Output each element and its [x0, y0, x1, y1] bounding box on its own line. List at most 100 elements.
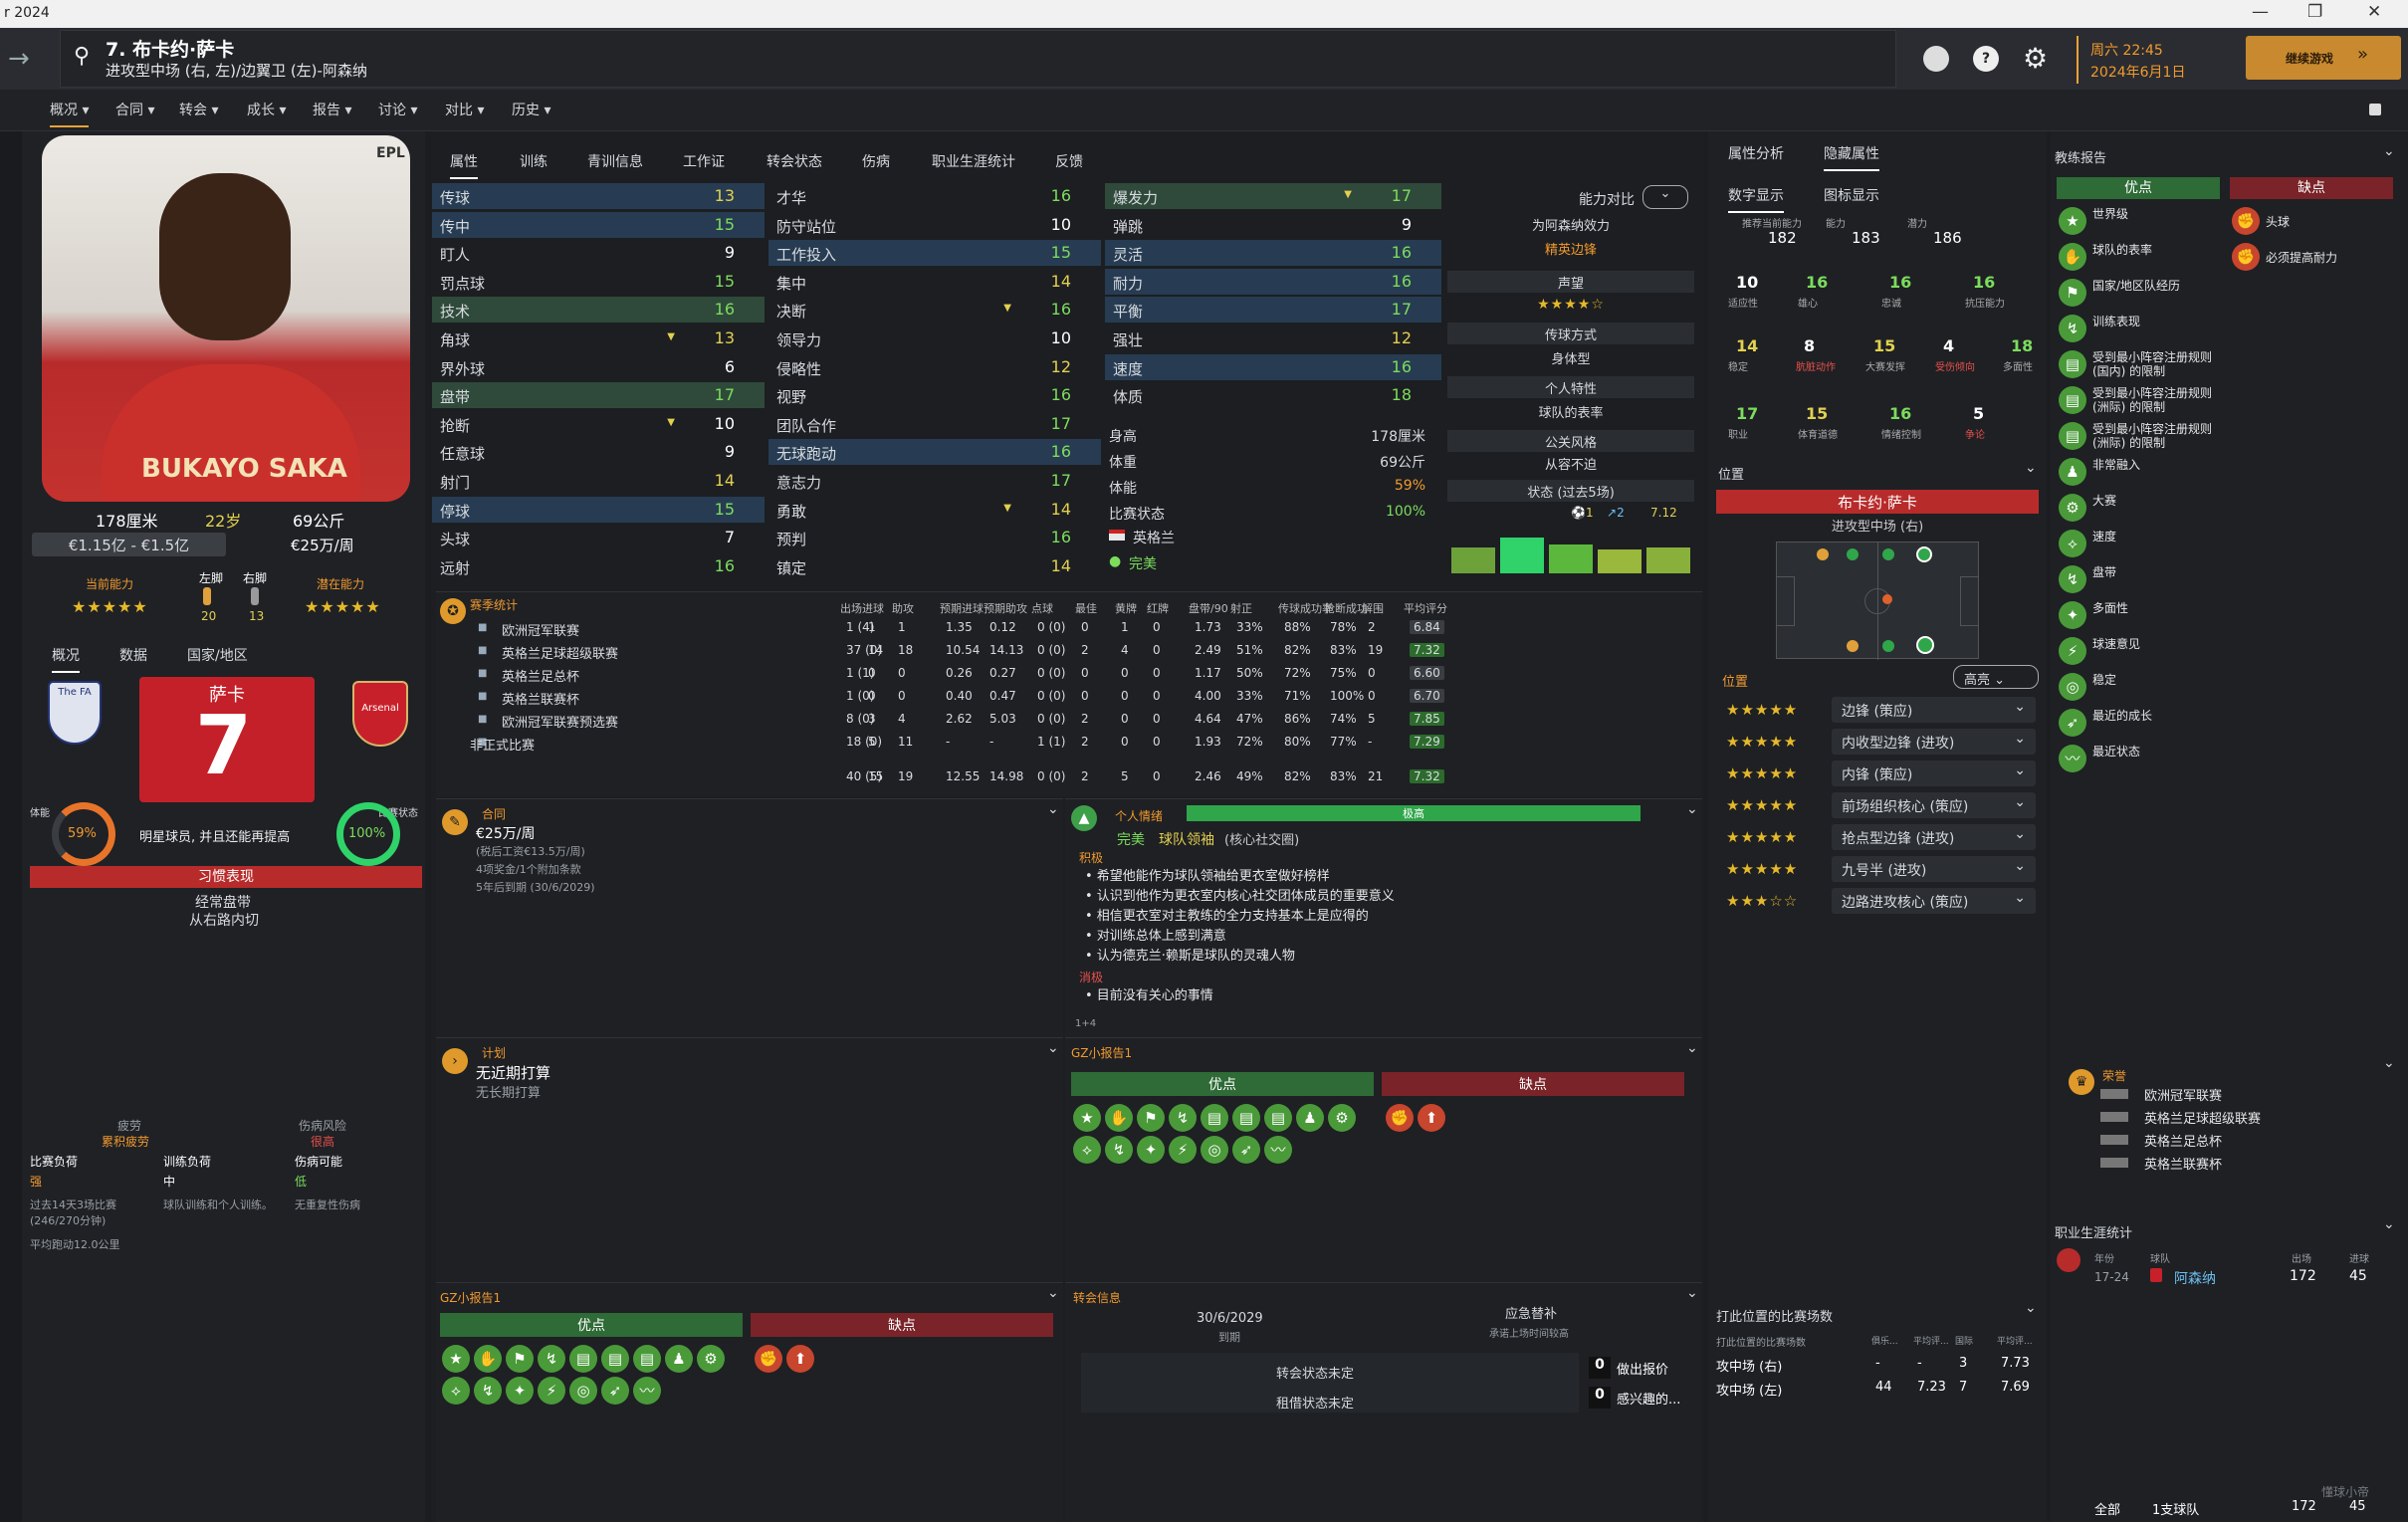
coach-pro-label: 最近状态 [2092, 745, 2141, 759]
career-club[interactable]: 阿森纳 [2174, 1271, 2216, 1287]
season-stats-title[interactable]: 赛季统计 [470, 598, 519, 612]
menu-development[interactable]: 成长 ▾ [247, 103, 287, 118]
menu-reports[interactable]: 报告 ▾ [313, 103, 352, 118]
plan-collapse-icon[interactable]: ⌄ [1047, 1040, 1059, 1056]
continue-button[interactable]: 继续游戏 » [2246, 36, 2401, 80]
numeric-view-tab[interactable]: 数字显示 [1728, 185, 1784, 213]
honours-collapse-icon[interactable]: ⌄ [2383, 1055, 2395, 1071]
coach-pro-label: 受到最小阵容注册规则 (洲际) 的限制 [2092, 386, 2213, 414]
transfer-info-title[interactable]: 转会信息 [1073, 1291, 1122, 1305]
position-collapse-icon[interactable]: ⌄ [2025, 460, 2037, 476]
attribute-value: 16 [1391, 271, 1412, 291]
tab-transfer-status[interactable]: 转会状态 [766, 154, 822, 170]
menu-contract[interactable]: 合同 ▾ [115, 103, 155, 118]
attribute-row: 视野 16 [768, 382, 1101, 408]
gz-report-title-bottom[interactable]: GZ小报告1 [440, 1291, 502, 1305]
plan-title[interactable]: 计划 [482, 1046, 507, 1060]
coach-pro-icon: ✋ [2059, 243, 2086, 271]
career-collapse-icon[interactable]: ⌄ [2383, 1216, 2395, 1232]
gz-report-title-mid[interactable]: GZ小报告1 [1071, 1046, 1133, 1060]
globe-icon[interactable] [1923, 46, 1949, 72]
attribute-row: 意志力 17 [768, 468, 1101, 494]
competition-icon: ■ [478, 691, 488, 702]
transfer-collapse-icon[interactable]: ⌄ [1686, 1285, 1698, 1301]
menu-overview[interactable]: 概况 ▾ [50, 100, 90, 127]
role-list: ★★★★★ 边锋 (策应) ⌄ ★★★★★ 内收型边锋 (进攻) ⌄ ★★★★★ 内锋 (策应… [1716, 697, 2039, 920]
coach-pro-item: ✋ 球队的表率 [2055, 241, 2230, 275]
contract-title[interactable]: 合同 [482, 807, 507, 821]
pos-matches-cell: 7 [1959, 1380, 1968, 1395]
coach-pros-list: ★ 世界级 ✋ 球队的表率 ⚑ 国家/地区队经历 ↯ 训练表现 ▤ 受到最小阵容注册规则 (国内)… [2055, 205, 2230, 782]
competition-name[interactable]: 非正式比赛 [470, 739, 536, 754]
attribute-value: 10 [714, 413, 735, 433]
tab-career-stats[interactable]: 职业生涯统计 [932, 154, 1015, 170]
competition-name[interactable]: 欧洲冠军联赛预选赛 [502, 716, 619, 731]
attribute-name: 角球 [440, 331, 471, 349]
role-select[interactable]: 内锋 (策应) ⌄ [1832, 761, 2036, 786]
menu-history[interactable]: 历史 ▾ [512, 103, 551, 118]
physical-info: 身高 178厘米 体重 69公斤 体能 59% 比赛状态 100% 英格兰 ● … [1107, 418, 1435, 577]
hidden-attr-tab[interactable]: 隐藏属性 [1824, 143, 1879, 171]
competition-name[interactable]: 欧洲冠军联赛 [502, 624, 580, 639]
back-arrow-icon[interactable]: → [8, 44, 30, 74]
pos-matches-collapse-icon[interactable]: ⌄ [2025, 1300, 2037, 1316]
role-select[interactable]: 前场组织核心 (策应) ⌄ [1832, 792, 2036, 818]
profile-tab-overview[interactable]: 概况 [52, 645, 80, 673]
shirt-card: 萨卡 7 [139, 677, 315, 802]
gz-collapse-icon-mid[interactable]: ⌄ [1686, 1040, 1698, 1056]
competition-name[interactable]: 英格兰联赛杯 [502, 693, 580, 708]
stats-cell: 0 [1153, 735, 1161, 749]
role-select[interactable]: 边锋 (策应) ⌄ [1832, 697, 2036, 723]
menu-transfer[interactable]: 转会 ▾ [179, 103, 219, 118]
profile-tab-nation[interactable]: 国家/地区 [187, 648, 248, 664]
personal-title[interactable]: 个人情绪 [1115, 809, 1164, 823]
lock-icon[interactable] [2369, 104, 2381, 115]
player-search-box[interactable] [60, 30, 1896, 88]
maximize-button[interactable]: ❐ [2307, 2, 2323, 22]
stats-cell: 1 (4) [846, 620, 875, 634]
pitch-dot [1882, 548, 1894, 560]
role-select[interactable]: 九号半 (进攻) ⌄ [1832, 856, 2036, 882]
gz-collapse-icon-bottom[interactable]: ⌄ [1047, 1285, 1059, 1301]
profile-tab-data[interactable]: 数据 [119, 648, 147, 664]
efficacy-label: 为阿森纳效力 [1531, 219, 1610, 234]
icon-view-tab[interactable]: 图标显示 [1824, 188, 1879, 204]
player-value: €1.15亿 - €1.5亿 [32, 533, 226, 556]
role-select[interactable]: 边路进攻核心 (策应) ⌄ [1832, 888, 2036, 914]
tab-training[interactable]: 训练 [520, 154, 547, 170]
more-items[interactable]: 1+4 [1075, 1018, 1097, 1029]
stats-cell: 1 [898, 620, 906, 634]
attr-analysis-tab[interactable]: 属性分析 [1728, 146, 1784, 162]
competition-name[interactable]: 英格兰足球超级联赛 [502, 647, 619, 662]
contract-collapse-icon[interactable]: ⌄ [1047, 801, 1059, 817]
tab-youth[interactable]: 青训信息 [587, 154, 643, 170]
help-icon[interactable]: ? [1973, 46, 1999, 72]
attribute-value: 7 [724, 528, 735, 547]
attribute-row: 任意球 9 [432, 439, 765, 465]
attribute-name: 盯人 [440, 246, 471, 265]
search-icon[interactable]: ⚲ [74, 44, 91, 69]
tab-injuries[interactable]: 伤病 [862, 154, 890, 170]
role-select[interactable]: 抢点型边锋 (进攻) ⌄ [1832, 824, 2036, 850]
menu-discussion[interactable]: 讨论 ▾ [378, 103, 418, 118]
competition-name[interactable]: 英格兰足总杯 [502, 670, 580, 685]
attribute-name: 决断 [776, 303, 807, 322]
tab-work-permit[interactable]: 工作证 [683, 154, 725, 170]
highlight-dropdown[interactable]: 高亮 ⌄ [1953, 665, 2039, 689]
stats-header: 最佳 [1075, 602, 1097, 615]
menu-compare[interactable]: 对比 ▾ [445, 103, 485, 118]
honour-bar-icon [2100, 1135, 2128, 1145]
tab-attributes[interactable]: 属性 [450, 151, 478, 179]
career-total-goals: 45 [2349, 1499, 2366, 1514]
positive-label: 积极 [1079, 851, 1104, 865]
gz-pro-icon: ↯ [1105, 1136, 1133, 1164]
personal-collapse-icon[interactable]: ⌄ [1686, 801, 1698, 817]
stats-total: 49% [1236, 769, 1263, 783]
tab-feedback[interactable]: 反馈 [1055, 154, 1083, 170]
close-button[interactable]: ✕ [2367, 2, 2382, 22]
minimize-button[interactable]: — [2252, 2, 2269, 22]
gear-icon[interactable]: ⚙ [2023, 42, 2049, 75]
coach-collapse-icon[interactable]: ⌄ [2383, 143, 2395, 159]
ability-compare-dropdown[interactable]: ⌄ [1642, 185, 1688, 209]
role-select[interactable]: 内收型边锋 (进攻) ⌄ [1832, 729, 2036, 755]
